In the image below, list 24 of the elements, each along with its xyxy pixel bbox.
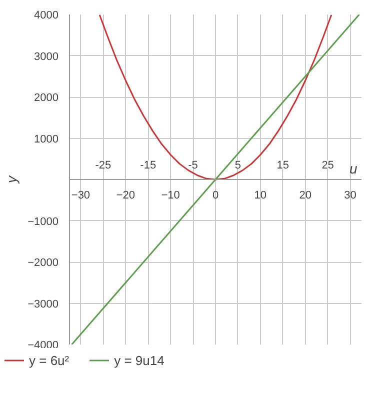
y-tick-label: 2000 (34, 92, 59, 104)
y-tick-label: −2000 (28, 257, 59, 269)
x-tick-label: −30 (71, 190, 90, 202)
x-tick-label: 20 (299, 190, 312, 202)
x-tick-label: 0 (212, 190, 219, 202)
x-tick-label: 30 (344, 190, 356, 202)
y-tick-label: −3000 (28, 298, 59, 310)
y-tick-label: −1000 (28, 216, 59, 228)
y-tick-label: 4000 (34, 10, 59, 22)
x2-tick-label: 25 (322, 160, 334, 172)
y-tick-label: 1000 (34, 133, 59, 146)
x2-tick-label: 15 (276, 160, 290, 172)
x2-tick-label: -15 (140, 160, 156, 172)
y-axis-title: y (4, 175, 20, 184)
legend-label: y = 9u14 (114, 352, 164, 368)
x-tick-label: −10 (161, 190, 180, 202)
x2-tick-label: 5 (234, 160, 242, 172)
x2-tick-label: -5 (188, 160, 198, 172)
legend-label: y = 6u² (29, 352, 70, 368)
x-tick-label: −20 (116, 190, 135, 202)
x-axis-title: u (350, 160, 358, 176)
y-tick-label: 3000 (34, 50, 59, 63)
x2-tick-label: -25 (95, 160, 112, 172)
x-tick-label: 10 (254, 190, 267, 202)
